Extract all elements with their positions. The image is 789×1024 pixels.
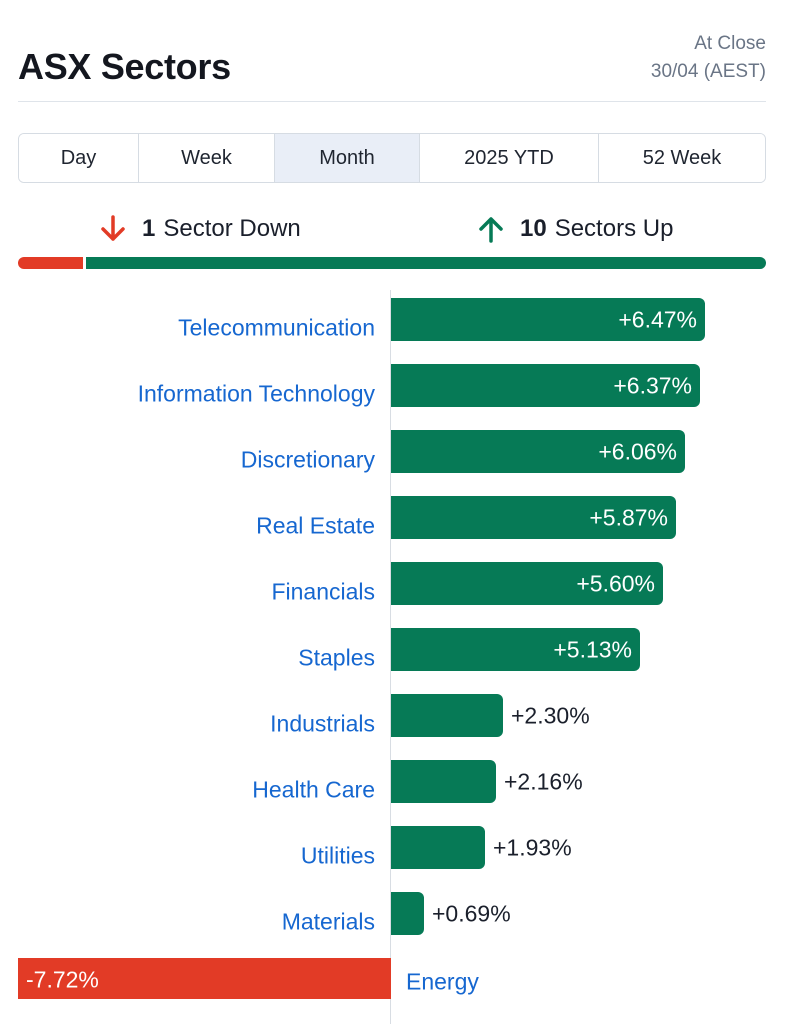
sector-row-telecommunication: Telecommunication +6.47%	[0, 290, 789, 356]
sectors-up: 10 Sectors Up	[476, 214, 673, 244]
sector-row-materials: Materials +0.69%	[0, 884, 789, 950]
header: ASX Sectors At Close 30/04 (AEST)	[18, 28, 766, 102]
sector-link-financials[interactable]: Financials	[271, 578, 375, 605]
bar-utilities	[391, 826, 485, 869]
value-label-health-care: +2.16%	[504, 768, 583, 795]
sector-row-industrials: Industrials +2.30%	[0, 686, 789, 752]
sector-row-financials: Financials +5.60%	[0, 554, 789, 620]
sector-row-energy: Energy -7.72%	[0, 950, 789, 1016]
value-label-energy: -7.72%	[26, 966, 99, 993]
tab-day[interactable]: Day	[19, 134, 139, 182]
value-label-staples: +5.13%	[553, 636, 632, 663]
sector-row-utilities: Utilities +1.93%	[0, 818, 789, 884]
bar-health-care	[391, 760, 496, 803]
value-label-financials: +5.60%	[576, 570, 655, 597]
sector-link-utilities[interactable]: Utilities	[300, 842, 375, 869]
sector-bar-chart: Telecommunication +6.47% Information Techn…	[0, 290, 789, 1024]
sectors-down-label: Sector Down	[163, 215, 301, 242]
sector-summary: 1 Sector Down 10 Sectors Up	[18, 208, 766, 252]
bar-materials	[391, 892, 424, 935]
arrow-up-icon	[479, 217, 503, 243]
tab-week[interactable]: Week	[139, 134, 275, 182]
sector-link-energy[interactable]: Energy	[406, 968, 479, 995]
sector-row-information-technology: Information Technology +6.37%	[0, 356, 789, 422]
sector-link-real-estate[interactable]: Real Estate	[256, 512, 375, 539]
arrow-down-icon	[101, 215, 125, 241]
sectors-down-count: 1	[142, 215, 156, 242]
bar-staples	[391, 628, 640, 671]
sector-link-discretionary[interactable]: Discretionary	[240, 446, 375, 473]
decline-segment	[18, 257, 83, 269]
sector-link-information-technology[interactable]: Information Technology	[137, 380, 375, 407]
value-label-utilities: +1.93%	[493, 834, 572, 861]
sector-link-health-care[interactable]: Health Care	[252, 776, 375, 803]
advance-decline-bar	[18, 257, 766, 269]
bar-real-estate	[391, 496, 676, 539]
asof-label: At Close	[694, 33, 766, 54]
sector-link-materials[interactable]: Materials	[281, 908, 375, 935]
sector-row-health-care: Health Care +2.16%	[0, 752, 789, 818]
sector-link-staples[interactable]: Staples	[298, 644, 375, 671]
bar-discretionary	[391, 430, 685, 473]
value-label-materials: +0.69%	[432, 900, 511, 927]
zero-axis-line	[390, 290, 391, 1024]
period-tabs: Day Week Month 2025 YTD 52 Week	[18, 133, 766, 183]
bar-information-technology	[391, 364, 700, 407]
tab-52-week[interactable]: 52 Week	[599, 134, 765, 182]
sector-row-real-estate: Real Estate +5.87%	[0, 488, 789, 554]
tab-month[interactable]: Month	[275, 134, 420, 182]
value-label-telecommunication: +6.47%	[618, 306, 697, 333]
sector-row-discretionary: Discretionary +6.06%	[0, 422, 789, 488]
value-label-discretionary: +6.06%	[598, 438, 677, 465]
page-title: ASX Sectors	[18, 46, 231, 87]
asof-date: 30/04 (AEST)	[650, 61, 766, 82]
bar-financials	[391, 562, 663, 605]
sectors-up-label: Sectors Up	[554, 215, 674, 242]
sector-link-industrials[interactable]: Industrials	[270, 710, 375, 737]
value-label-industrials: +2.30%	[511, 702, 590, 729]
bar-energy	[18, 958, 391, 999]
sector-link-telecommunication[interactable]: Telecommunication	[178, 314, 375, 341]
sector-row-staples: Staples +5.13%	[0, 620, 789, 686]
bar-telecommunication	[391, 298, 705, 341]
tab-2025-ytd[interactable]: 2025 YTD	[420, 134, 599, 182]
sectors-up-count: 10	[520, 215, 547, 242]
sectors-down: 1 Sector Down	[98, 214, 301, 244]
close-timestamp: At Close 30/04 (AEST)	[651, 30, 766, 86]
value-label-real-estate: +5.87%	[589, 504, 668, 531]
value-label-information-technology: +6.37%	[613, 372, 692, 399]
advance-segment	[86, 257, 766, 269]
bar-industrials	[391, 694, 503, 737]
